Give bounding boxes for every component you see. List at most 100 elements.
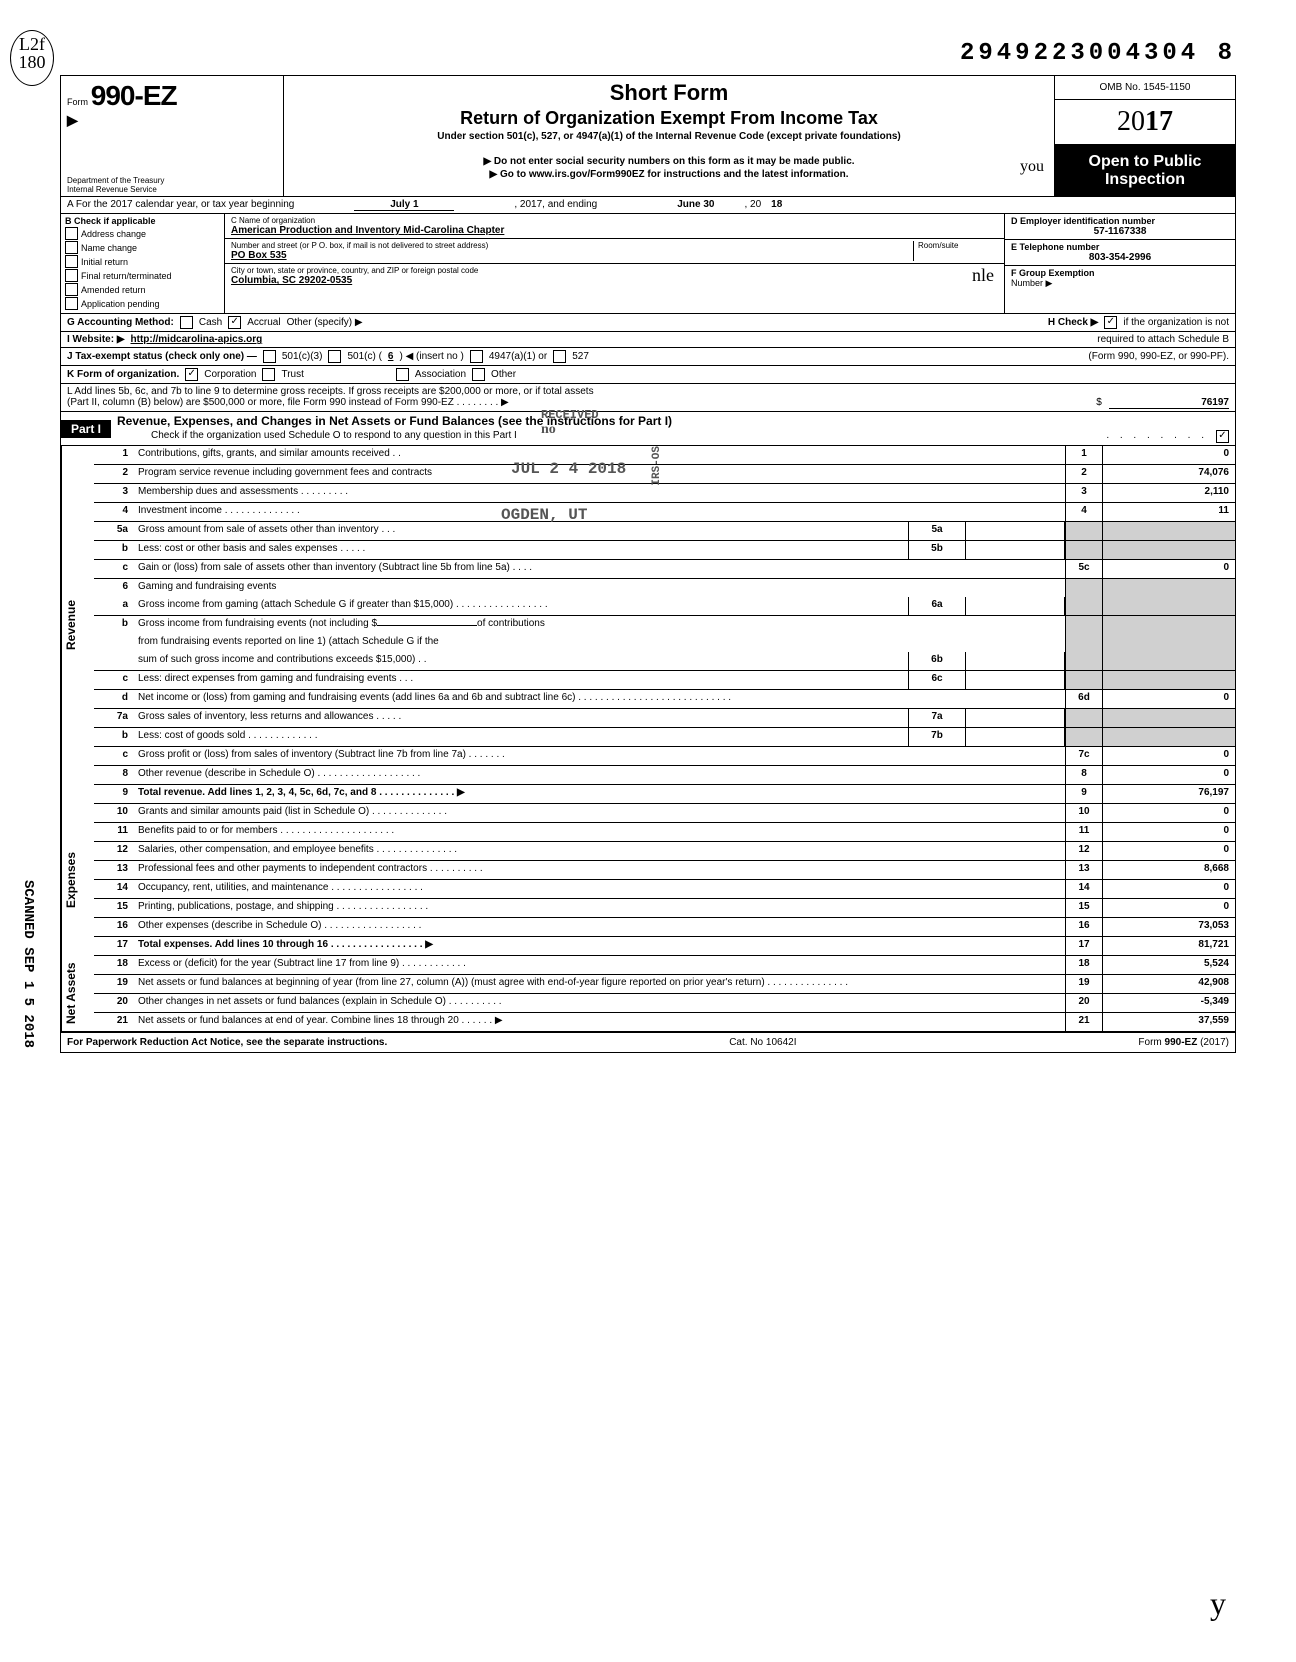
lbl-4947: 4947(a)(1) or [489, 351, 547, 362]
row-i: I Website: ▶ http://midcarolina-apics.or… [61, 332, 1235, 348]
line-1-val: 0 [1102, 446, 1235, 464]
lbl-501c-post: ) ◀ (insert no ) [399, 351, 463, 362]
footer-right: Form 990-EZ (2017) [1138, 1037, 1229, 1048]
cb-initial-return[interactable] [65, 255, 78, 268]
line-6d-desc: Net income or (loss) from gaming and fun… [134, 690, 1065, 708]
line-21-desc: Net assets or fund balances at end of ye… [134, 1013, 1065, 1031]
lbl-name-change: Name change [81, 243, 137, 253]
expenses-section: Expenses 10Grants and similar amounts pa… [61, 804, 1235, 956]
cb-final-return[interactable] [65, 269, 78, 282]
col-c-name-address: C Name of organization American Producti… [225, 214, 1005, 313]
line-19-idx: 19 [1065, 975, 1102, 993]
header-right: OMB No. 1545-1150 2017 Open to Public In… [1054, 76, 1235, 196]
line-15-val: 0 [1102, 899, 1235, 917]
line-8-idx: 8 [1065, 766, 1102, 784]
c-name-label: C Name of organization [231, 216, 998, 225]
line-5b-box: 5b [908, 541, 966, 559]
line-6b-desc3: sum of such gross income and contributio… [134, 652, 908, 670]
lbl-assoc: Association [415, 369, 466, 380]
lbl-trust: Trust [281, 369, 303, 380]
cb-trust[interactable] [262, 368, 275, 381]
line-a-begin: July 1 [354, 199, 454, 211]
part-i-check-note: Check if the organization used Schedule … [151, 430, 1106, 443]
l-value: 76197 [1109, 397, 1229, 409]
cb-527[interactable] [553, 350, 566, 363]
cb-501c-other[interactable] [328, 350, 341, 363]
expenses-side-label: Expenses [61, 804, 94, 956]
line-3-desc: Membership dues and assessments . . . . … [134, 484, 1065, 502]
cb-other-form[interactable] [472, 368, 485, 381]
d-ein-value: 57-1167338 [1011, 226, 1229, 237]
line-6d-val: 0 [1102, 690, 1235, 708]
col-d-e-f: D Employer identification number 57-1167… [1005, 214, 1235, 313]
col-b-checkboxes: B Check if applicable Address change Nam… [61, 214, 225, 313]
line-16-idx: 16 [1065, 918, 1102, 936]
lbl-501c-num: 6 [388, 351, 394, 362]
header-center: Short Form Return of Organization Exempt… [284, 76, 1054, 196]
cb-schedule-o[interactable]: ✓ [1216, 430, 1229, 443]
line-7a-box: 7a [908, 709, 966, 727]
tracking-number: 2949223004304 8 [60, 40, 1236, 67]
cb-name-change[interactable] [65, 241, 78, 254]
h-tail: if the organization is not [1123, 317, 1229, 328]
line-12-idx: 12 [1065, 842, 1102, 860]
cb-amended-return[interactable] [65, 283, 78, 296]
line-6d-idx: 6d [1065, 690, 1102, 708]
cb-h[interactable]: ✓ [1104, 316, 1117, 329]
cb-assoc[interactable] [396, 368, 409, 381]
line-6a-desc: Gross income from gaming (attach Schedul… [134, 597, 908, 615]
line-9-idx: 9 [1065, 785, 1102, 803]
line-2-idx: 2 [1065, 465, 1102, 483]
part-i-title: Revenue, Expenses, and Changes in Net As… [111, 412, 1235, 430]
cb-application-pending[interactable] [65, 297, 78, 310]
line-7b-desc: Less: cost of goods sold . . . . . . . .… [134, 728, 908, 746]
j-note: (Form 990, 990-EZ, or 990-PF). [1088, 351, 1229, 362]
line-7c-val: 0 [1102, 747, 1235, 765]
netassets-side-label: Net Assets [61, 956, 94, 1031]
line-19-val: 42,908 [1102, 975, 1235, 993]
line-21-idx: 21 [1065, 1013, 1102, 1031]
cb-cash[interactable] [180, 316, 193, 329]
line-3-val: 2,110 [1102, 484, 1235, 502]
line-5c-desc: Gain or (loss) from sale of assets other… [134, 560, 1065, 578]
line-11-desc: Benefits paid to or for members . . . . … [134, 823, 1065, 841]
h-label: H Check ▶ [1048, 317, 1098, 328]
line-13-idx: 13 [1065, 861, 1102, 879]
line-17-val: 81,721 [1102, 937, 1235, 955]
lbl-corp: Corporation [204, 369, 256, 380]
cb-accrual[interactable]: ✓ [228, 316, 241, 329]
line-20-desc: Other changes in net assets or fund bala… [134, 994, 1065, 1012]
revenue-side-label: Revenue [61, 446, 94, 804]
lbl-application-pending: Application pending [81, 299, 160, 309]
line-11-idx: 11 [1065, 823, 1102, 841]
lbl-501c3: 501(c)(3) [282, 351, 323, 362]
line-3-idx: 3 [1065, 484, 1102, 502]
cb-corp[interactable]: ✓ [185, 368, 198, 381]
i-website-value: http://midcarolina-apics.org [131, 334, 263, 345]
cb-501c3[interactable] [263, 350, 276, 363]
line-15-idx: 15 [1065, 899, 1102, 917]
line-21-val: 37,559 [1102, 1013, 1235, 1031]
f-group-label: F Group Exemption [1011, 268, 1229, 278]
arrow-icon: ▶ [67, 112, 277, 129]
line-10-desc: Grants and similar amounts paid (list in… [134, 804, 1065, 822]
line-20-idx: 20 [1065, 994, 1102, 1012]
line-14-desc: Occupancy, rent, utilities, and maintena… [134, 880, 1065, 898]
cb-4947[interactable] [470, 350, 483, 363]
line-15-desc: Printing, publications, postage, and shi… [134, 899, 1065, 917]
row-g-h: G Accounting Method: Cash ✓Accrual Other… [61, 314, 1235, 332]
lbl-amended-return: Amended return [81, 285, 146, 295]
c-city-label: City or town, state or province, country… [231, 266, 998, 275]
line-10-val: 0 [1102, 804, 1235, 822]
line-18-idx: 18 [1065, 956, 1102, 974]
l-dollar: $ [1089, 397, 1109, 409]
cb-address-change[interactable] [65, 227, 78, 240]
short-form-title: Short Form [292, 80, 1046, 106]
dept-treasury: Department of the Treasury Internal Reve… [67, 176, 164, 194]
line-4-val: 11 [1102, 503, 1235, 521]
line-6b-box: 6b [908, 652, 966, 670]
year-bold: 17 [1145, 106, 1173, 137]
lbl-501c-pre: 501(c) ( [347, 351, 381, 362]
omb-number: OMB No. 1545-1150 [1055, 76, 1235, 100]
line-9-val: 76,197 [1102, 785, 1235, 803]
